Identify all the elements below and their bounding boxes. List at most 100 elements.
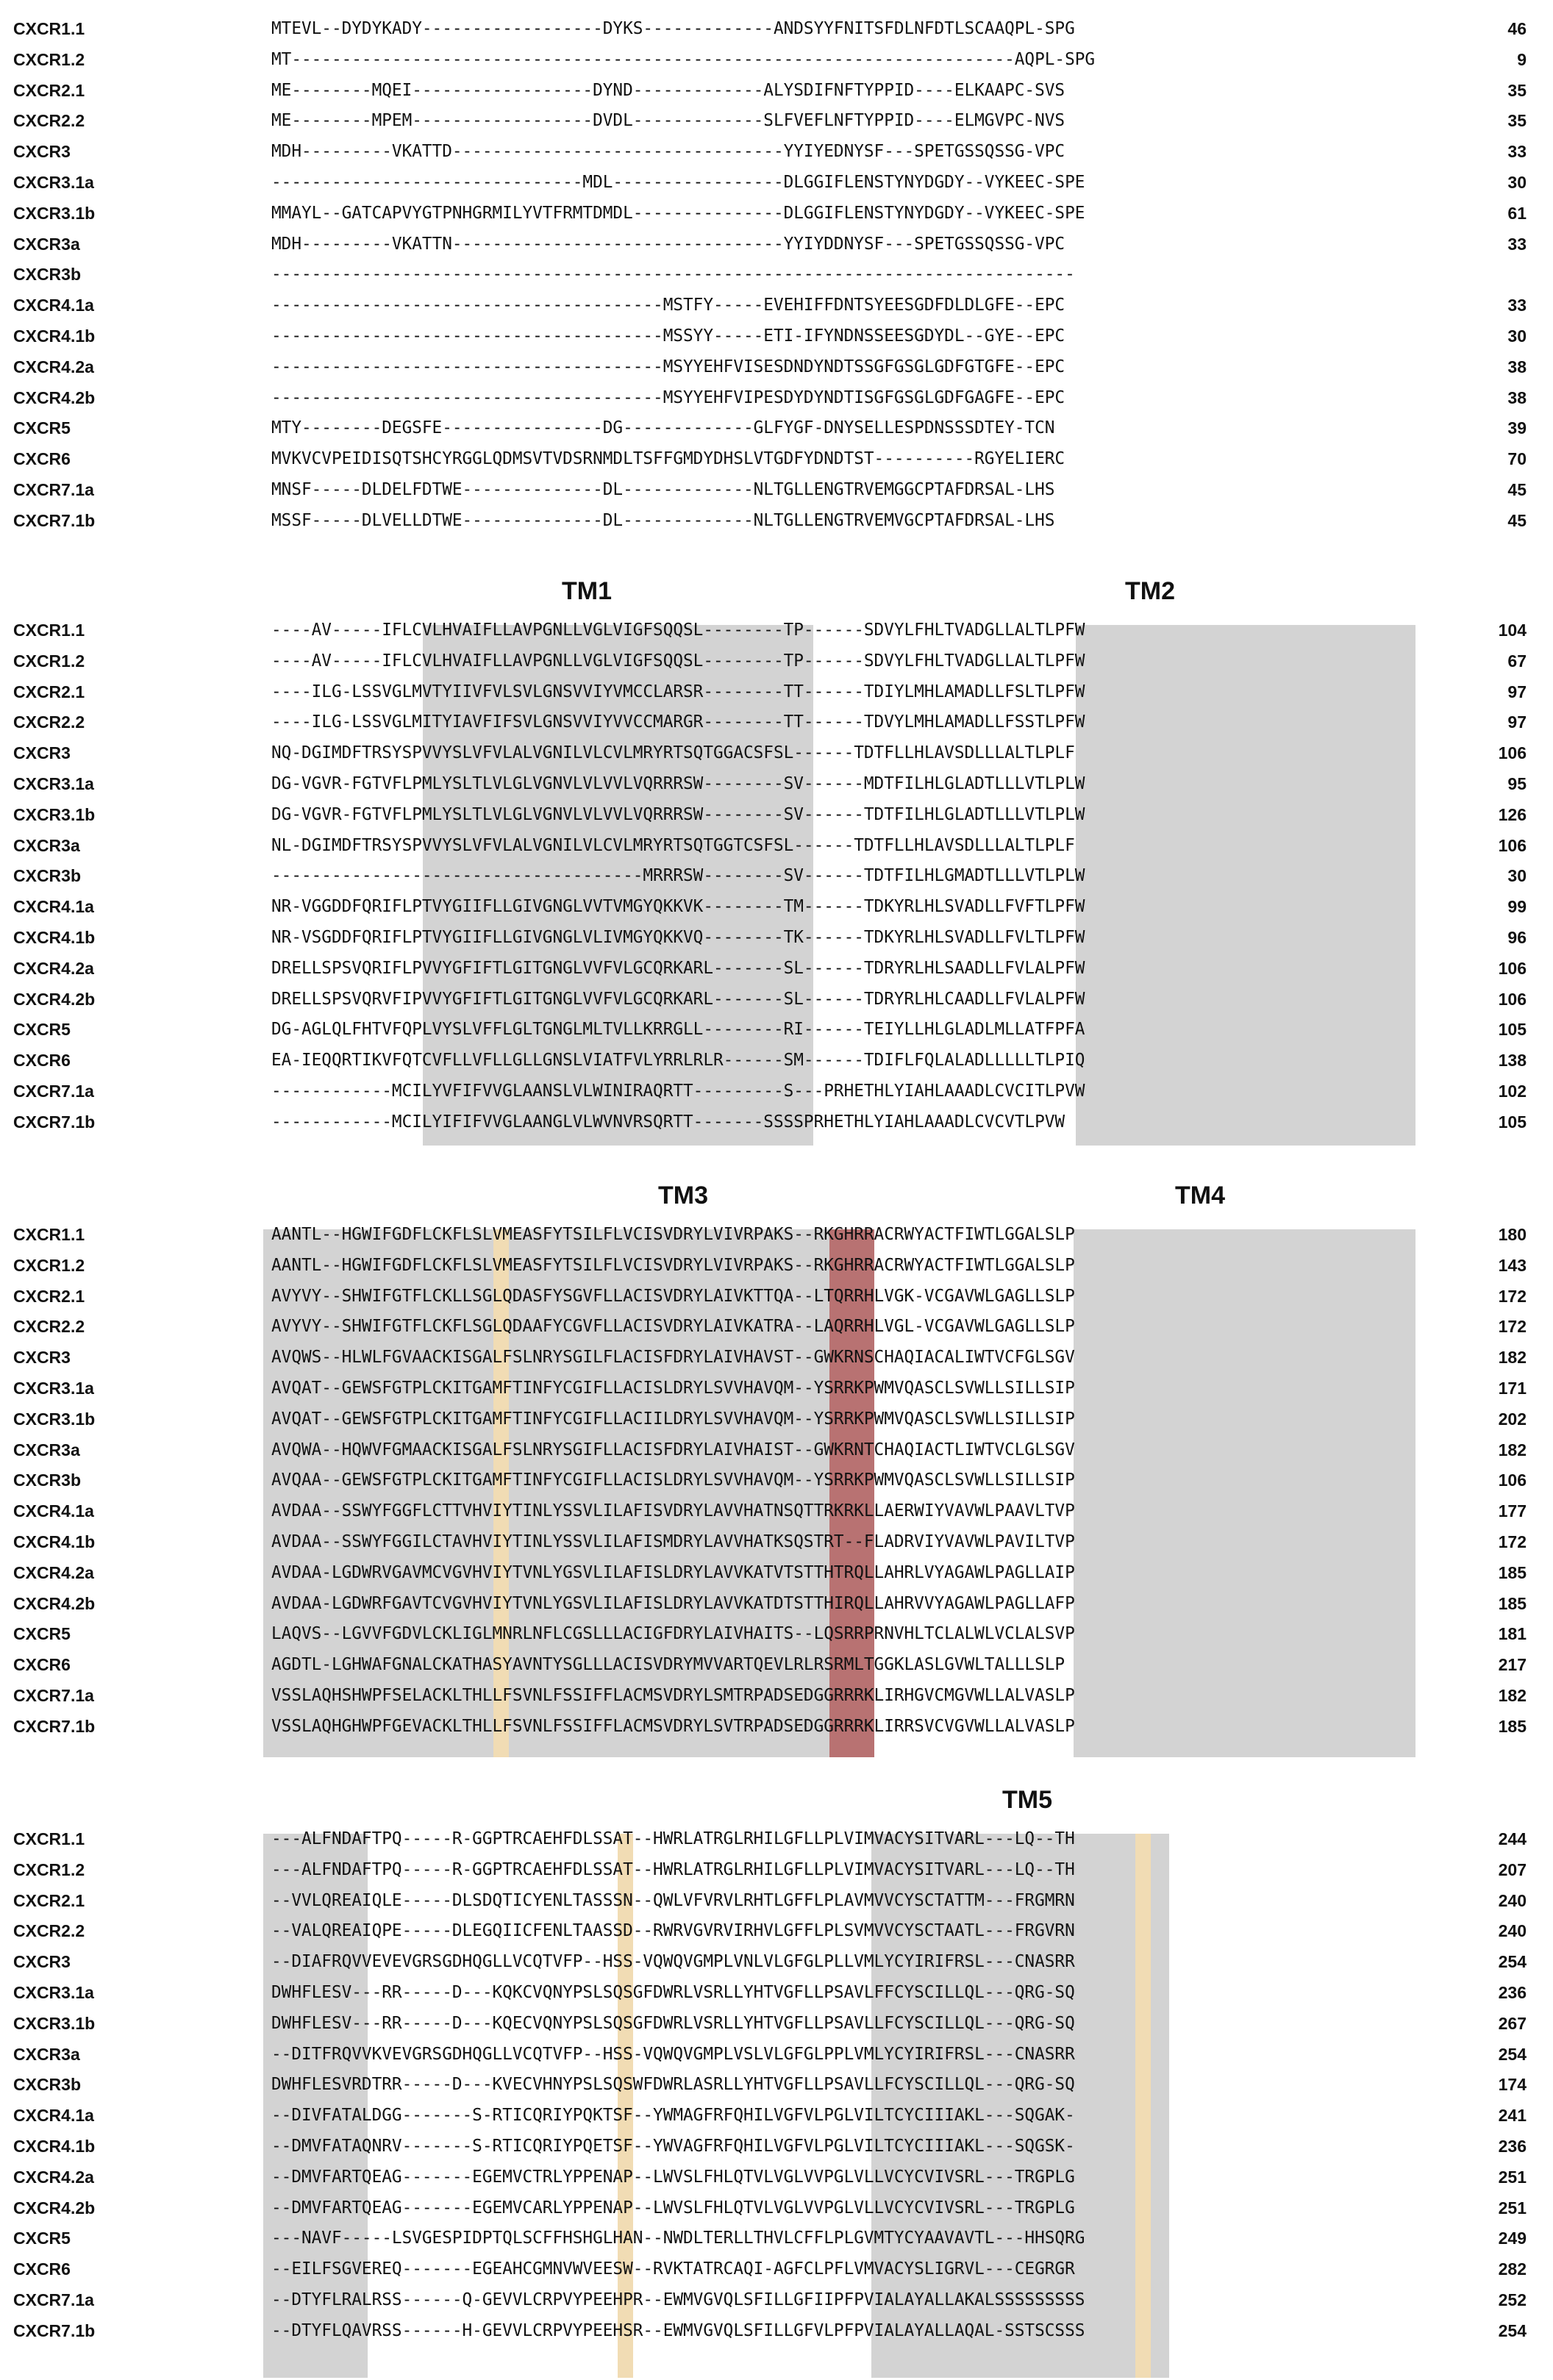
receptor-name: CXCR1.2 <box>13 49 85 69</box>
tm5-label: TM5 <box>1002 1786 1052 1814</box>
receptor-name: CXCR2.2 <box>13 1317 85 1337</box>
tm4-label: TM4 <box>1175 1182 1225 1209</box>
sequence: --DMVFARTQEAG-------EGEMVCARLYPPENAP--LW… <box>271 2198 1075 2218</box>
tm5-region <box>871 1834 1169 2378</box>
sequence-row: CXCR1.1 AANTL--HGWIFGDFLCKFLSLVMEASFYTSIL… <box>0 1219 1553 1250</box>
sequence: -------------------------------MDL------… <box>271 173 1085 192</box>
receptor-name: CXCR4.2b <box>13 387 96 407</box>
receptor-name: CXCR1.2 <box>13 1859 85 1879</box>
residue-count: 96 <box>1507 928 1527 947</box>
sequence-row: CXCR1.1 ----AV-----IFLCVLHVAIFLLAVPGNLLVG… <box>0 615 1553 646</box>
sequence-row: CXCR7.1b VSSLAQHGHWPFGEVACKLTHLLFSVNLFSSI… <box>0 1711 1553 1742</box>
sequence-row: CXCR1.1 MTEVL--DYDYKADY------------------… <box>0 13 1553 44</box>
sequence: AVQAT--GEWSFGTPLCKITGAMFTINFYCGIFLLACIIL… <box>271 1409 1075 1429</box>
residue-count: 174 <box>1498 2075 1527 2095</box>
residue-count: 240 <box>1498 1890 1527 1910</box>
residue-count: 181 <box>1498 1624 1527 1644</box>
sequence: ----AV-----IFLCVLHVAIFLLAVPGNLLVGLVIGFSQ… <box>271 621 1085 640</box>
sequence: ---ALFNDAFTPQ-----R-GGPTRCAEHFDLSSAT--HW… <box>271 1829 1075 1848</box>
sequence-row: CXCR4.2b DRELLSPSVQRVFIPVVYGFIFTLGITGNGLV… <box>0 984 1553 1015</box>
sequence-row: CXCR4.2b AVDAA-LGDWRFGAVTCVGVHVIYTVNLYGSV… <box>0 1588 1553 1619</box>
receptor-name: CXCR3.1a <box>13 173 94 192</box>
sequence-row: CXCR7.1a MNSF-----DLDELFDTWE-------------… <box>0 474 1553 505</box>
sequence-row: CXCR3.1b DG-VGVR-FGTVFLPMLYSLTLVLGLVGNVLV… <box>0 799 1553 830</box>
receptor-name: CXCR2.2 <box>13 712 85 732</box>
sequence-row: CXCR4.2b --DMVFARTQEAG-------EGEMVCARLYPP… <box>0 2193 1553 2223</box>
sequence: DWHFLESVRDTRR-----D---KVECVHNYPSLSQSWFDW… <box>271 2075 1075 2095</box>
residue-count: 143 <box>1498 1255 1527 1275</box>
residue-count: 185 <box>1498 1593 1527 1613</box>
sequence-row: CXCR2.2 AVYVY--SHWIFGTFLCKFLSGLQDAAFYCGVF… <box>0 1311 1553 1342</box>
residue-count: 217 <box>1498 1655 1527 1675</box>
sequence-row: CXCR4.1b --DMVFATAQNRV-------S-RTICQRIYPQ… <box>0 2131 1553 2162</box>
receptor-name: CXCR4.1a <box>13 897 94 917</box>
sequence: ---ALFNDAFTPQ-----R-GGPTRCAEHFDLSSAT--HW… <box>271 1859 1075 1879</box>
residue-count: 182 <box>1498 1686 1527 1705</box>
residue-count: 172 <box>1498 1532 1527 1551</box>
residue-count: 254 <box>1498 1952 1527 1972</box>
sequence-row: CXCR3.1a DWHFLESV---RR-----D---KQKCVQNYPS… <box>0 1977 1553 2008</box>
receptor-name: CXCR2.1 <box>13 80 85 100</box>
sequence: DG-VGVR-FGTVFLPMLYSLTLVLGLVGNVLVLVVLVQRR… <box>271 774 1085 793</box>
receptor-name: CXCR4.2b <box>13 2198 96 2218</box>
sequence-row: CXCR1.2 ---ALFNDAFTPQ-----R-GGPTRCAEHFDLS… <box>0 1854 1553 1885</box>
sequence: DRELLSPSVQRVFIPVVYGFIFTLGITGNGLVVFVLGCQR… <box>271 989 1085 1009</box>
sequence-row: CXCR4.1b NR-VSGDDFQRIFLPTVYGIIFLLGIVGNGLV… <box>0 922 1553 953</box>
sequence: --DIVFATALDGG-------S-RTICQRIYPQKTSF--YW… <box>271 2106 1075 2126</box>
residue-count: 106 <box>1498 958 1527 978</box>
residue-count: 70 <box>1507 449 1527 469</box>
sequence-row: CXCR6 AGDTL-LGHWAFGNALCKATHASYAVNTYSGLLLA… <box>0 1649 1553 1680</box>
sequence: AVDAA-LGDWRFGAVTCVGVHVIYTVNLYGSVLILAFISL… <box>271 1593 1075 1613</box>
receptor-name: CXCR7.1a <box>13 1082 94 1101</box>
receptor-name: CXCR3 <box>13 142 71 162</box>
residue-count: 35 <box>1507 111 1527 131</box>
receptor-name: CXCR7.1b <box>13 1112 96 1132</box>
receptor-name: CXCR4.2a <box>13 2167 94 2187</box>
conserved-cysteine-1 <box>618 1834 633 2378</box>
receptor-name: CXCR4.2a <box>13 958 94 978</box>
residue-count: 97 <box>1507 712 1527 732</box>
residue-count: 106 <box>1498 1470 1527 1490</box>
residue-count: 33 <box>1507 234 1527 254</box>
receptor-name: CXCR4.2a <box>13 1562 94 1582</box>
receptor-name: CXCR4.1b <box>13 2137 96 2156</box>
receptor-name: CXCR3.1b <box>13 1409 96 1429</box>
receptor-name: CXCR7.1a <box>13 2290 94 2309</box>
residue-count: 172 <box>1498 1317 1527 1337</box>
sequence: --DTYFLRALRSS------Q-GEVVLCRPVYPEEHPR--E… <box>271 2290 1085 2309</box>
sequence: ----ILG-LSSVGLMVTYIIVFVLSVLGNSVVIYVMCCLA… <box>271 682 1085 701</box>
receptor-name: CXCR3 <box>13 743 71 763</box>
receptor-name: CXCR3b <box>13 866 82 886</box>
residue-count: 102 <box>1498 1082 1527 1101</box>
sequence-row: CXCR4.2b --------------------------------… <box>0 382 1553 413</box>
sequence-row: CXCR3b ----------------------------------… <box>0 860 1553 891</box>
sequence: ---------------------------------------M… <box>271 296 1065 315</box>
sequence-row: CXCR3a AVQWA--HQWVFGMAACKISGALFSLNRYSGIFL… <box>0 1434 1553 1465</box>
sequence-row: CXCR4.2a DRELLSPSVQRIFLPVVYGFIFTLGITGNGLV… <box>0 953 1553 984</box>
receptor-name: CXCR6 <box>13 1051 71 1071</box>
residue-count: 99 <box>1507 897 1527 917</box>
residue-count: 30 <box>1507 173 1527 192</box>
tm1-label: TM1 <box>562 577 612 605</box>
sequence-row: CXCR5 ---NAVF-----LSVGESPIDPTQLSCFFHSHGLH… <box>0 2223 1553 2254</box>
receptor-name: CXCR4.2b <box>13 989 96 1009</box>
sequence: NR-VGGDDFQRIFLPTVYGIIFLLGIVGNGLVVTVMGYQK… <box>271 897 1085 917</box>
sequence-row: CXCR1.2 AANTL--HGWIFGDFLCKFLSLVMEASFYTSIL… <box>0 1250 1553 1281</box>
sequence-row: CXCR2.2 --VALQREAIQPE-----DLEGQIICFENLTAA… <box>0 1915 1553 1946</box>
residue-count: 45 <box>1507 510 1527 530</box>
residue-count: 177 <box>1498 1501 1527 1521</box>
sequence: MT--------------------------------------… <box>271 49 1096 69</box>
sequence-row: CXCR3a NL-DGIMDFTRSYSPVVYSLVFVLALVGNILVLC… <box>0 830 1553 861</box>
receptor-name: CXCR4.1b <box>13 928 96 947</box>
receptor-name: CXCR3 <box>13 1348 71 1368</box>
residue-count: 45 <box>1507 480 1527 499</box>
sequence-row: CXCR4.1a AVDAA--SSWYFGGFLCTTVHVIYTINLYSSV… <box>0 1495 1553 1526</box>
residue-count: 106 <box>1498 989 1527 1009</box>
receptor-name: CXCR6 <box>13 2259 71 2279</box>
sequence-row: CXCR4.1b AVDAA--SSWYFGGILCTAVHVIYTINLYSSV… <box>0 1526 1553 1557</box>
receptor-name: CXCR4.1b <box>13 326 96 346</box>
receptor-name: CXCR1.2 <box>13 1255 85 1275</box>
receptor-name: CXCR6 <box>13 449 71 469</box>
tm2-label: TM2 <box>1125 577 1175 605</box>
receptor-name: CXCR1.1 <box>13 1225 85 1244</box>
